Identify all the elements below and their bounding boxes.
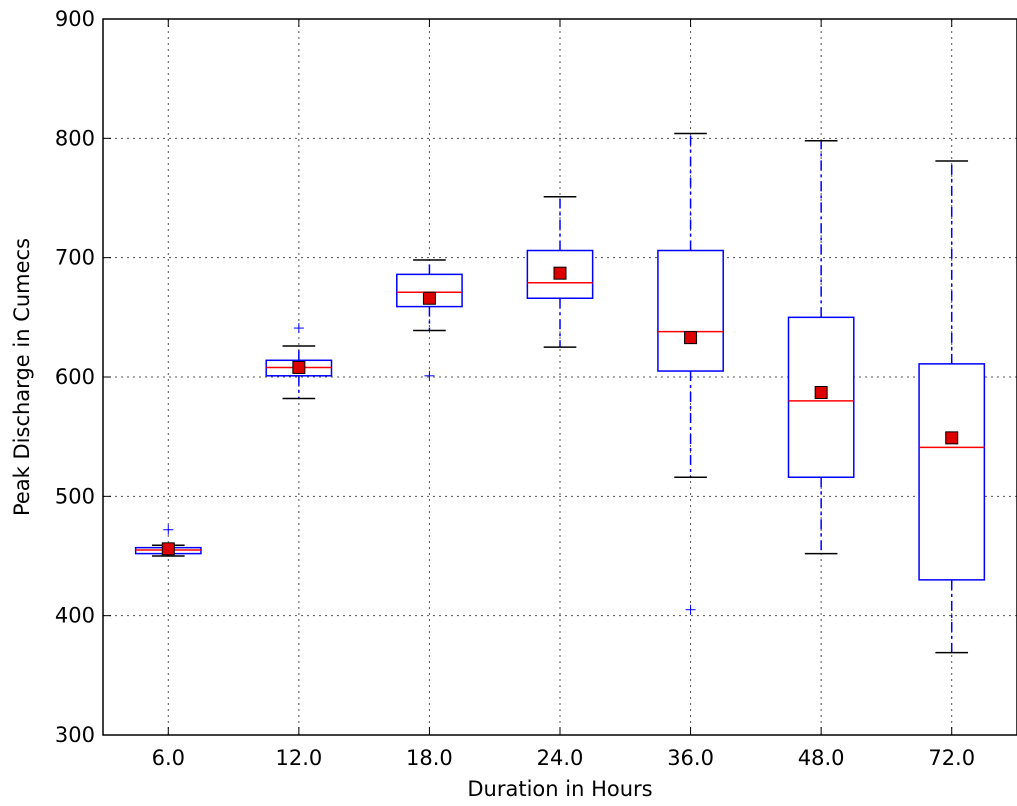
box-12.0 (265, 323, 333, 400)
mean-marker (814, 386, 828, 400)
mean-marker (161, 542, 175, 556)
axis-ticks: 300 400 500 600 700 800 900 6.0 12.0 18.0 24.0 36.0… (55, 7, 975, 770)
mean-marker (945, 431, 959, 445)
grid-lines (103, 19, 1017, 735)
outlier-marker (685, 604, 696, 615)
y-tick-label: 400 (55, 604, 95, 628)
mean-marker (684, 331, 698, 345)
x-tick-label: 36.0 (667, 746, 714, 770)
box-48.0 (787, 139, 855, 555)
y-tick-label: 900 (55, 7, 95, 31)
box-36.0 (657, 132, 724, 615)
x-tick-label: 72.0 (928, 746, 975, 770)
mean-marker (553, 266, 567, 280)
x-tick-label: 24.0 (537, 746, 584, 770)
box-72.0 (918, 160, 986, 654)
x-tick-label: 6.0 (152, 746, 185, 770)
outlier-marker (163, 524, 174, 535)
outlier-marker (424, 370, 435, 381)
box-body (657, 249, 724, 372)
y-tick-label: 500 (55, 484, 95, 508)
y-tick-label: 700 (55, 246, 95, 270)
mean-marker (292, 360, 306, 374)
x-axis-title: Duration in Hours (467, 777, 652, 801)
box-body (918, 363, 986, 581)
x-tick-label: 18.0 (406, 746, 453, 770)
outlier-marker (293, 323, 304, 334)
y-tick-label: 800 (55, 126, 95, 150)
y-tick-label: 600 (55, 365, 95, 389)
mean-marker (422, 291, 436, 305)
mean-markers (161, 266, 959, 556)
y-tick-label: 300 (55, 723, 95, 747)
y-axis-title: Peak Discharge in Cumecs (10, 238, 34, 516)
x-tick-label: 48.0 (798, 746, 845, 770)
x-tick-label: 12.0 (275, 746, 322, 770)
